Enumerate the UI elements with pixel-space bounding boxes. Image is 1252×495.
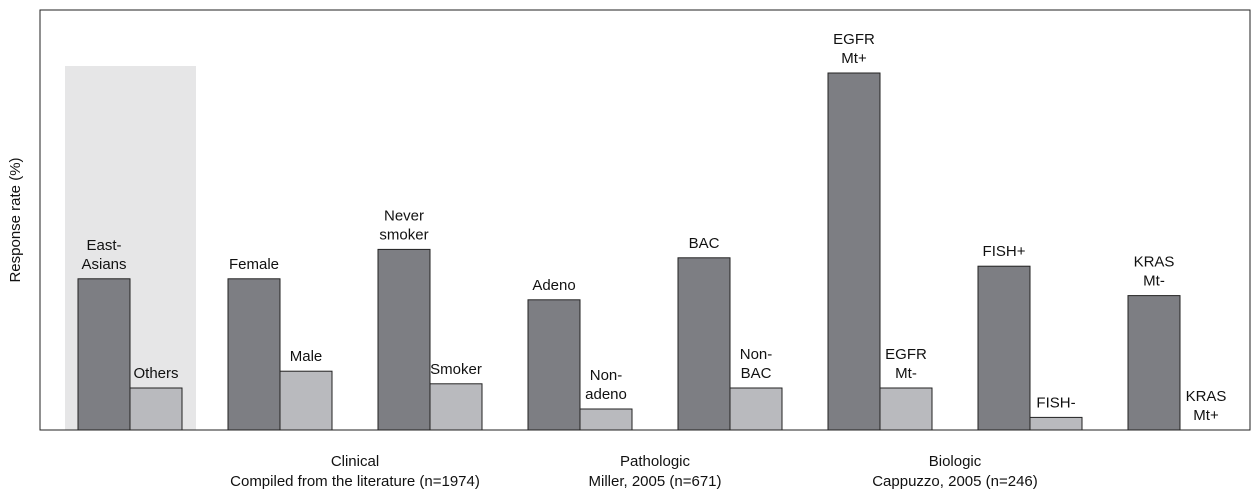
bar — [677, 257, 731, 431]
bar-label: EGFR — [833, 31, 875, 48]
bar-label: smoker — [379, 226, 428, 243]
group-name: Biologic — [929, 453, 982, 470]
bar-label: FISH- — [1036, 394, 1075, 411]
bar-label: Female — [229, 256, 279, 273]
group-source: Compiled from the literature (n=1974) — [230, 473, 480, 490]
bar — [729, 387, 783, 431]
group-source: Miller, 2005 (n=671) — [589, 473, 722, 490]
bar-label: East- — [86, 237, 121, 254]
bar-label: FISH+ — [983, 243, 1026, 260]
bar — [429, 383, 483, 431]
bar-label: Mt- — [895, 365, 917, 382]
bar — [377, 248, 431, 431]
bar-label: Non- — [740, 346, 773, 363]
bar-label: BAC — [741, 365, 772, 382]
bar — [579, 408, 633, 431]
bar — [827, 72, 881, 431]
bar-label: Smoker — [430, 361, 482, 378]
bar — [227, 278, 281, 431]
bar-label: KRAS — [1134, 254, 1175, 271]
bar — [527, 299, 581, 431]
bar-label: Mt+ — [841, 50, 867, 67]
bar-label: Male — [290, 348, 323, 365]
bar-label: Mt+ — [1193, 407, 1219, 424]
bar-label: KRAS — [1186, 388, 1227, 405]
bar — [279, 370, 333, 431]
y-axis-label: Response rate (%) — [7, 157, 24, 282]
bar — [129, 387, 183, 431]
bar-label: Adeno — [532, 277, 575, 294]
bar — [977, 265, 1031, 431]
group-source: Cappuzzo, 2005 (n=246) — [872, 473, 1038, 490]
bar-label: Non- — [590, 367, 623, 384]
bar-label: EGFR — [885, 346, 927, 363]
plot-frame — [39, 9, 1251, 431]
bar-label: Others — [133, 365, 178, 382]
group-name: Pathologic — [620, 453, 691, 470]
bar-label: Mt- — [1143, 273, 1165, 290]
bar-label: BAC — [689, 235, 720, 252]
bar — [879, 387, 933, 431]
bar-label: Never — [384, 207, 424, 224]
bar — [1029, 416, 1083, 431]
bar-label: adeno — [585, 386, 627, 403]
bar — [1127, 295, 1181, 431]
group-name: Clinical — [331, 453, 379, 470]
bar-label: Asians — [81, 256, 126, 273]
bar — [77, 278, 131, 431]
